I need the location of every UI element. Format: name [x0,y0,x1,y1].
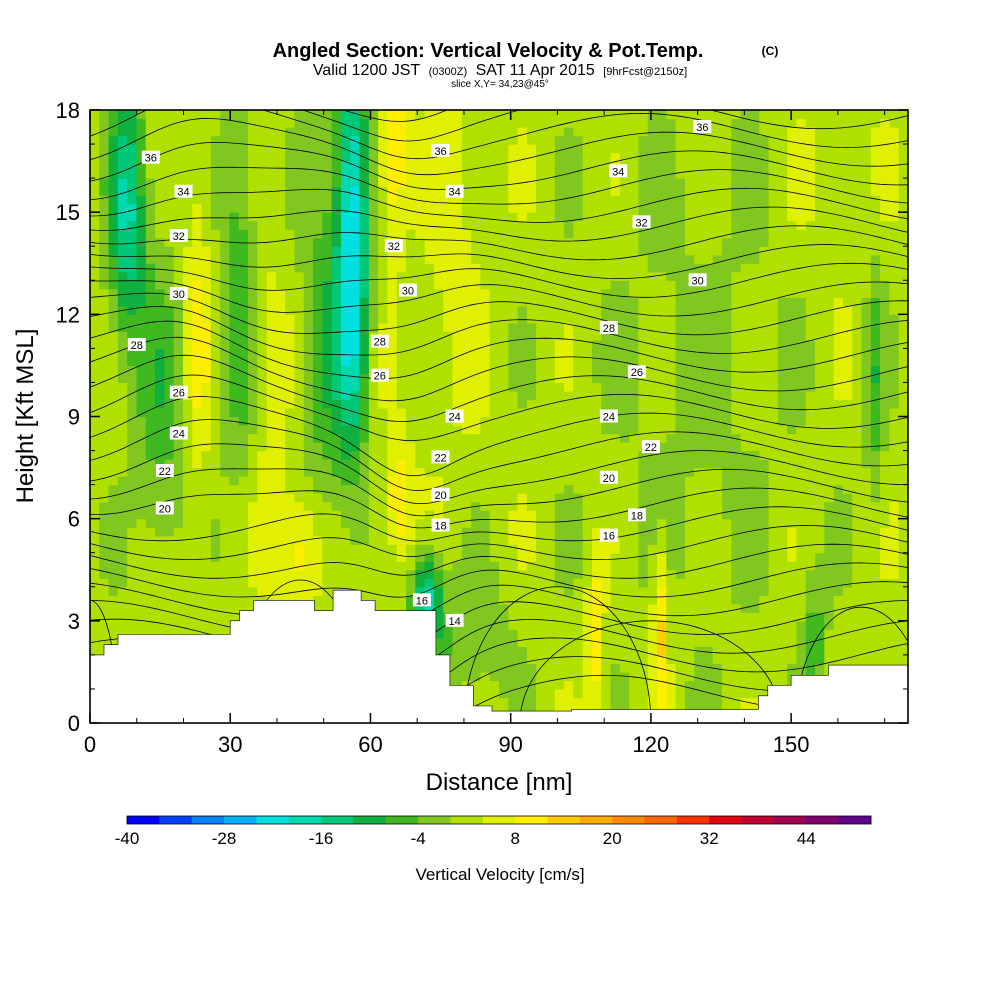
y-tick-label: 18 [56,98,80,123]
contour-label: 34 [445,184,464,199]
contour-label: 36 [431,143,450,158]
x-tick-label: 60 [358,732,382,757]
colorbar-swatch [385,816,419,824]
contour-label: 20 [155,501,174,515]
colorbar-swatch [288,816,322,824]
contour-label: 24 [169,426,188,441]
y-tick-label: 9 [68,405,80,430]
colorbar-swatch [709,816,742,824]
colorbar-tick-label: 32 [700,829,719,848]
y-tick-label: 3 [68,609,80,634]
colorbar-swatch [482,816,516,824]
colorbar-tick-label: -28 [212,829,237,848]
contour-label: 34 [174,184,193,199]
slice-label: slice X,Y= 34,23@45° [451,79,549,90]
contour-label: 28 [370,334,389,349]
colorbar-swatch [159,816,192,824]
colorbar-tick-label: -16 [309,829,334,848]
colorbar-tick-label: -4 [411,829,426,848]
contour-label: 14 [445,613,464,628]
colorbar-tick-label: 44 [797,829,816,848]
subtitle-valid: Valid 1200 JST [313,62,421,79]
colorbar-swatch [806,816,839,824]
contour-label: 30 [169,286,188,301]
colorbar-frame [126,815,872,825]
colorbar-swatch [256,816,290,824]
contour-label: 24 [445,409,464,424]
colorbar-swatch [676,816,710,824]
y-tick-label: 15 [56,200,80,225]
y-axis-label: Height [Kft MSL] [12,329,39,504]
colorbar-swatch [741,816,775,824]
contour-label: 18 [431,518,450,532]
colorbar-swatch [515,816,548,824]
contour-label: 26 [169,385,188,400]
subtitle-date: SAT 11 Apr 2015 [476,62,595,79]
contour-label: 28 [127,337,146,352]
contour-label: 32 [384,239,403,253]
contour-label: 32 [169,229,188,243]
chart-title-unit: (C) [762,44,779,58]
contour-label: 22 [155,463,174,478]
contour-label: 22 [641,440,660,454]
y-tick-label: 12 [56,302,80,327]
colorbar-swatch [353,816,387,824]
contour-labels: 36 34 32 30 28 26 24 22 20 36 34 32 30 28 26 24 22 20 18 16… [127,120,712,628]
colorbar-swatch [773,816,807,824]
contour-label: 16 [412,593,431,607]
y-tick-label: 0 [68,711,80,736]
x-tick-label: 90 [498,732,522,757]
colorbar-swatch [644,816,678,824]
x-axis: 0 30 60 90 120 150 [84,110,886,757]
colorbar-swatch [612,816,645,824]
contour-label: 36 [693,120,712,134]
contour-label: 26 [627,365,646,379]
x-tick-label: 0 [84,732,96,757]
contour-label: 20 [431,487,450,502]
subtitle-forecast: [9hrFcst@2150z] [603,66,687,78]
contour-label: 26 [370,368,389,383]
contour-label: 22 [431,450,450,464]
x-tick-label: 120 [633,732,670,757]
contour-label: 30 [688,273,707,287]
contour-label: 20 [599,470,618,485]
colorbar-swatch [418,816,451,824]
colorbar-swatch [127,816,160,824]
colorbar: -40 -28 -16 -4 8 20 32 44 [115,815,872,848]
colorbar-swatch [450,816,484,824]
subtitle-utc: (0300Z) [429,66,468,78]
chart-subtitle: Valid 1200 JST (0300Z) SAT 11 Apr 2015 [… [313,62,687,79]
contour-label: 32 [632,215,651,229]
colorbar-tick-label: 20 [603,829,622,848]
contour-label: 28 [599,320,618,335]
contour-label: 36 [141,150,160,165]
colorbar-tick-label: 8 [510,829,519,848]
contour-label: 18 [627,508,646,522]
colorbar-swatch [224,816,257,824]
colorbar-swatch [838,816,872,824]
colorbar-swatch [547,816,581,824]
plot-area: 36 34 32 30 28 26 24 22 20 36 34 32 30 28 26 24 22 20 18 16… [90,110,908,723]
contour-label: 34 [609,164,628,178]
contour-label: 16 [599,528,618,543]
chart-title: Angled Section: Vertical Velocity & Pot.… [273,40,704,62]
terrain-mask [90,589,908,723]
contour-label: 24 [599,409,618,424]
colorbar-swatch [579,816,613,824]
x-axis-label: Distance [nm] [426,769,573,796]
colorbar-swatch [321,816,354,824]
colorbar-swatch [191,816,225,824]
colorbar-tick-label: -40 [115,829,140,848]
contour-label: 30 [398,283,417,297]
colorbar-label: Vertical Velocity [cm/s] [415,865,584,884]
x-tick-label: 30 [218,732,242,757]
x-tick-label: 150 [773,732,810,757]
y-tick-label: 6 [68,507,80,532]
vertical-velocity-shading [90,110,908,723]
